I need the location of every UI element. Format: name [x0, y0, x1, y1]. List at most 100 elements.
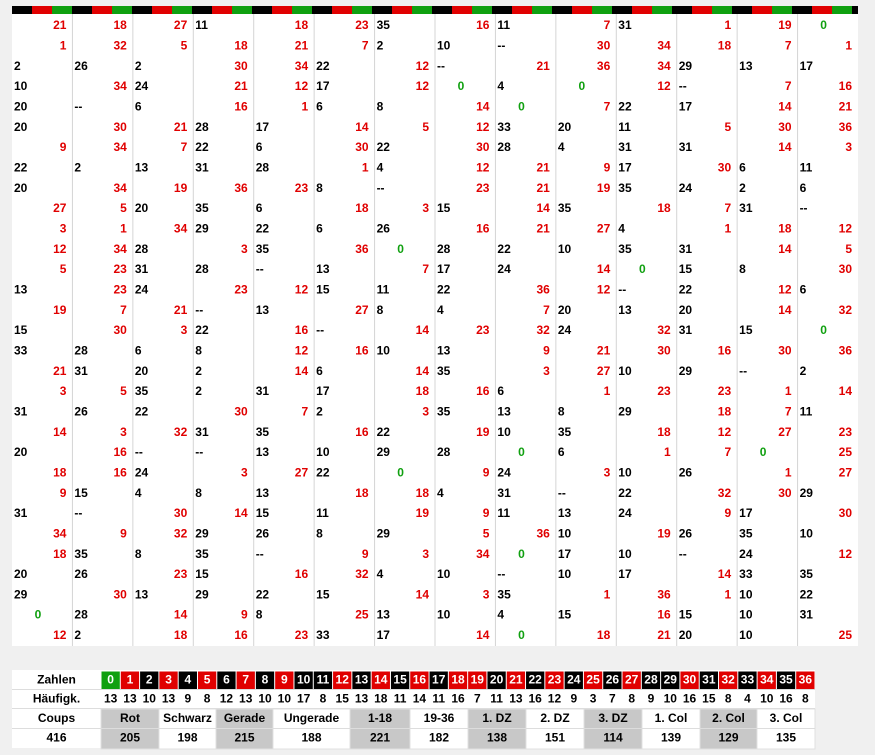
frequency: 10 [278, 692, 292, 706]
spin-number: 13 [256, 445, 270, 459]
spin-number: 3 [422, 547, 429, 561]
spin-number: 12 [416, 59, 430, 73]
spin-number: 5 [845, 242, 852, 256]
spin-number: 13 [135, 160, 149, 174]
spin-number: 0 [35, 608, 42, 622]
number-label: 35 [779, 673, 793, 687]
spin-number: 0 [518, 628, 525, 642]
spin-number: 26 [679, 526, 693, 540]
spin-number: 24 [679, 181, 693, 195]
number-cell [352, 671, 371, 690]
spin-number: 7 [785, 39, 792, 53]
spin-number: -- [497, 567, 505, 581]
spin-number: 22 [195, 323, 209, 337]
spin-number: 1 [724, 221, 731, 235]
strip-segment [92, 6, 112, 14]
spin-number: 17 [800, 59, 814, 73]
spin-number: 17 [437, 262, 451, 276]
number-label: 14 [374, 673, 388, 687]
spin-number: 34 [113, 140, 127, 154]
spin-number: -- [74, 99, 82, 113]
spin-number: 24 [135, 282, 149, 296]
spin-number: 30 [839, 506, 853, 520]
strip-segment [372, 6, 392, 14]
spin-number: 14 [536, 201, 550, 215]
spin-number: 3 [543, 364, 550, 378]
number-label: 2 [146, 673, 153, 687]
spin-number: 27 [778, 425, 792, 439]
spin-number: 1 [301, 99, 308, 113]
coups-value: 151 [545, 731, 565, 745]
spin-number: 30 [778, 120, 792, 134]
spin-number: 20 [558, 303, 572, 317]
spin-number: 26 [74, 404, 88, 418]
number-label: 34 [760, 673, 774, 687]
spin-number: 18 [355, 486, 369, 500]
number-cell [101, 671, 120, 690]
strip-segment [692, 6, 712, 14]
spin-number: 35 [497, 587, 511, 601]
spin-number: 6 [800, 181, 807, 195]
row-label: Häufigk. [33, 692, 80, 706]
spin-number: 7 [120, 303, 127, 317]
number-cell [255, 671, 275, 690]
spin-number: 2 [14, 59, 21, 73]
spin-number: 36 [536, 526, 550, 540]
number-cell [603, 671, 622, 690]
coups-value: 188 [301, 731, 321, 745]
spin-number: 4 [135, 486, 142, 500]
spin-number: 10 [437, 567, 451, 581]
frequency: 18 [374, 692, 388, 706]
number-label: 19 [471, 673, 485, 687]
spin-number: 12 [295, 79, 309, 93]
spin-number: 0 [820, 323, 827, 337]
spin-number: 18 [718, 39, 732, 53]
coups-value: 215 [234, 731, 254, 745]
strip-segment [72, 6, 92, 14]
spin-number: 14 [778, 303, 792, 317]
spin-number: 2 [195, 384, 202, 398]
spin-number: 12 [53, 628, 67, 642]
spin-number: 23 [113, 282, 127, 296]
spin-number: 30 [778, 486, 792, 500]
spin-number: 7 [724, 445, 731, 459]
spin-number: 10 [14, 79, 28, 93]
spin-number: -- [256, 547, 264, 561]
spin-number: 35 [195, 547, 209, 561]
spin-number: 22 [14, 160, 28, 174]
spin-number: 36 [839, 343, 853, 357]
spin-number: 3 [181, 323, 188, 337]
spin-number: -- [679, 79, 687, 93]
spin-number: 31 [800, 608, 814, 622]
coups-value: 198 [177, 731, 197, 745]
spin-number: 3 [60, 384, 67, 398]
spin-number: 35 [558, 425, 572, 439]
coups-category: 3. Col [770, 711, 803, 725]
spin-number: 4 [497, 79, 504, 93]
spin-number: 31 [679, 140, 693, 154]
frequency: 17 [297, 692, 311, 706]
number-label: 33 [741, 673, 755, 687]
spin-number: 9 [543, 343, 550, 357]
frequency: 8 [802, 692, 809, 706]
spin-number: 11 [316, 506, 329, 520]
spin-number: 27 [295, 465, 309, 479]
number-label: 11 [317, 673, 330, 687]
spin-number: 20 [14, 567, 28, 581]
spin-number: 23 [113, 262, 127, 276]
number-label: 26 [606, 673, 620, 687]
spin-number: 5 [724, 120, 731, 134]
number-label: 21 [509, 673, 523, 687]
spin-number: 16 [657, 608, 671, 622]
number-label: 27 [625, 673, 639, 687]
spin-number: 0 [579, 79, 586, 93]
spin-number: 13 [497, 404, 511, 418]
spin-number: 15 [195, 567, 209, 581]
spin-number: 28 [74, 608, 88, 622]
spin-number: 5 [120, 201, 127, 215]
spin-number: 7 [604, 99, 611, 113]
spin-number: 15 [739, 323, 753, 337]
spin-number: 24 [739, 547, 753, 561]
spin-number: 29 [14, 587, 28, 601]
spin-number: 9 [60, 140, 67, 154]
